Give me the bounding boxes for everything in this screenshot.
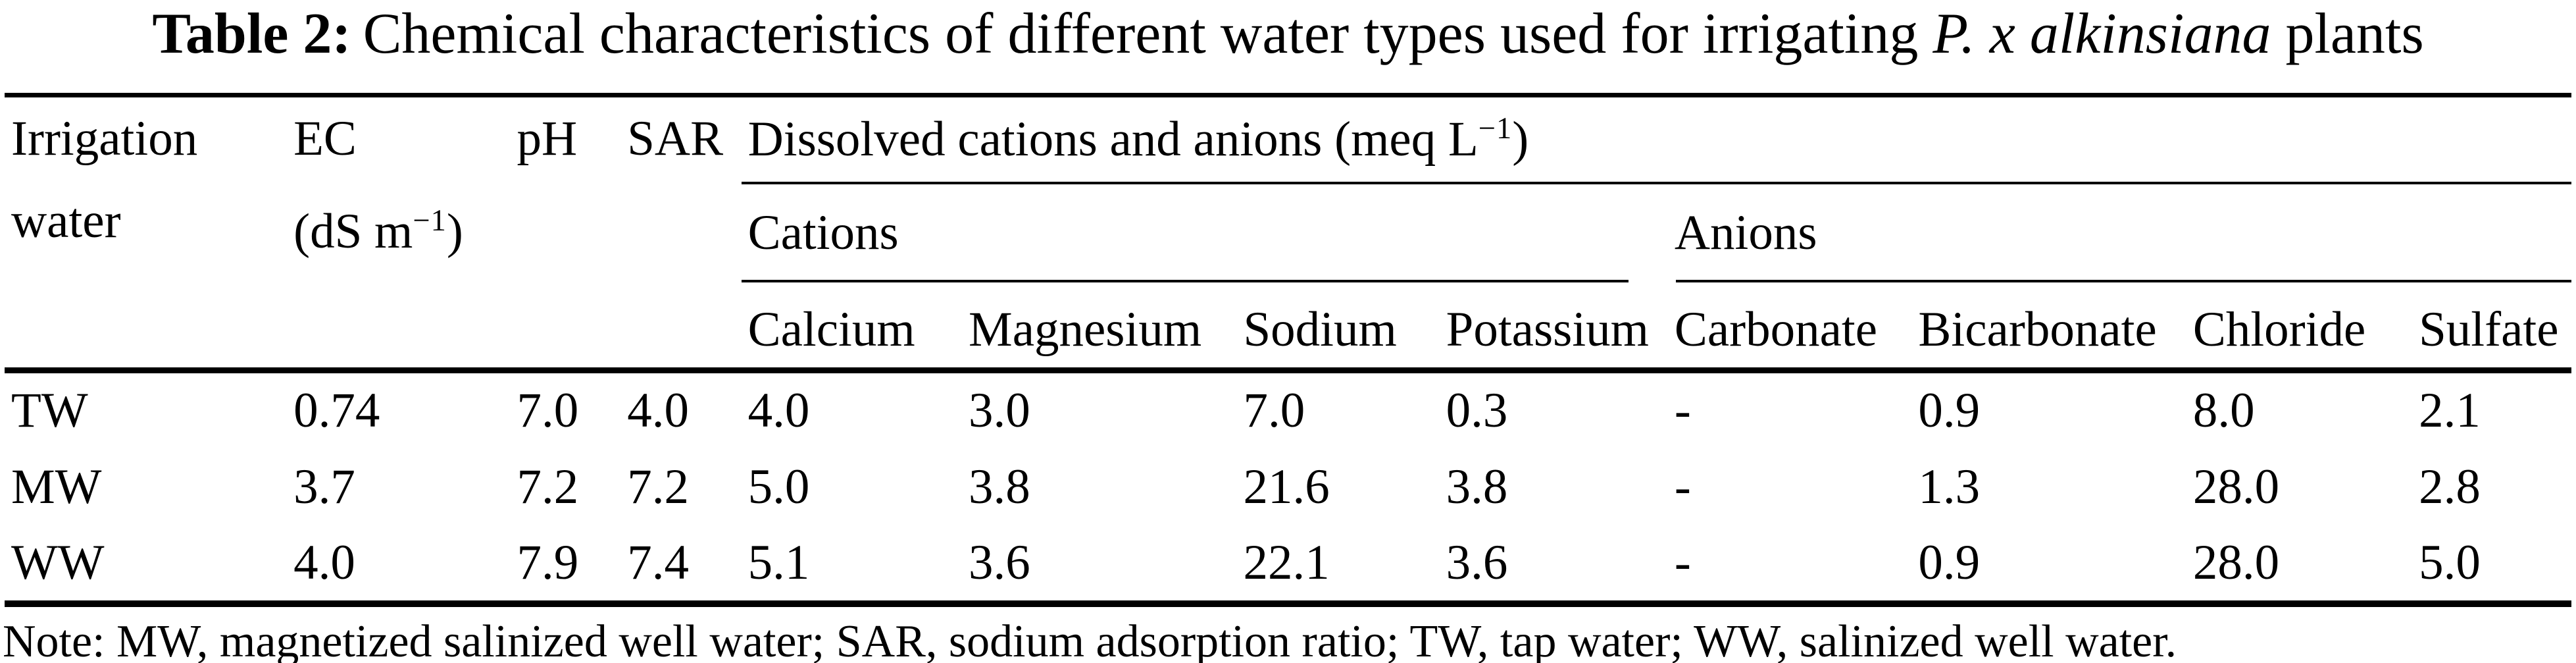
- cell-carbonate: -: [1674, 535, 1691, 590]
- header-ec-symbol: EC: [293, 111, 357, 166]
- cell-potassium: 0.3: [1446, 383, 1508, 438]
- cell-calcium: 4.0: [747, 383, 810, 438]
- cell-sar: 7.4: [627, 535, 689, 590]
- table-caption-suffix: plants: [2285, 2, 2424, 66]
- cell-sulfate: 2.1: [2419, 383, 2481, 438]
- header-ec-unit: (dS m−1): [293, 204, 463, 259]
- header-ph: pH: [517, 111, 578, 166]
- cell-chloride: 28.0: [2192, 535, 2280, 590]
- cell-potassium: 3.8: [1446, 459, 1508, 514]
- cell-sodium: 21.6: [1243, 459, 1330, 514]
- table-body: TW 0.74 7.0 4.0 4.0 3.0 7.0 0.3 - 0.9 8.…: [5, 371, 2571, 604]
- table-caption: Table 2: Chemical characteristics of diff…: [0, 0, 2576, 93]
- cell-bicarbonate: 0.9: [1918, 535, 1981, 590]
- cell-sulfate: 5.0: [2419, 535, 2481, 590]
- cell-ec: 3.7: [293, 459, 355, 514]
- header-cations-group: Cations: [741, 182, 1668, 282]
- table-header: Irrigation water EC (dS m−1) pH SAR Diss…: [5, 95, 2571, 371]
- header-ec: EC (dS m−1): [287, 95, 510, 371]
- cell-sodium: 7.0: [1243, 383, 1305, 438]
- cell-magnesium: 3.8: [969, 459, 1030, 514]
- cell-sar: 7.2: [627, 459, 689, 514]
- header-irrigation-water: Irrigation water: [5, 95, 287, 371]
- cell-water-type: TW: [11, 383, 88, 438]
- cell-carbonate: -: [1674, 383, 1691, 438]
- cell-ph: 7.0: [517, 383, 579, 438]
- header-irrigation-line1: Irrigation: [11, 111, 198, 166]
- cell-potassium: 3.6: [1446, 535, 1508, 590]
- cell-ph: 7.9: [517, 535, 579, 590]
- cell-ec: 0.74: [293, 383, 380, 438]
- cell-bicarbonate: 1.3: [1918, 459, 1981, 514]
- table-caption-species: P. x alkinsiana: [1932, 2, 2271, 66]
- cell-bicarbonate: 0.9: [1918, 383, 1981, 438]
- header-sodium: Sodium: [1243, 302, 1397, 357]
- header-bicarbonate: Bicarbonate: [1918, 302, 2157, 357]
- header-anions-group: Anions: [1667, 182, 2571, 282]
- table-caption-label: Table 2:: [152, 2, 351, 66]
- cell-ph: 7.2: [517, 459, 579, 514]
- cell-calcium: 5.0: [747, 459, 810, 514]
- cell-carbonate: -: [1674, 459, 1691, 514]
- header-sulfate: Sulfate: [2419, 302, 2559, 357]
- cell-magnesium: 3.6: [969, 535, 1030, 590]
- header-potassium: Potassium: [1446, 302, 1650, 357]
- cell-chloride: 8.0: [2192, 383, 2255, 438]
- table-note: Note: MW, magnetized salinized well wate…: [3, 616, 2177, 663]
- cell-water-type: WW: [11, 535, 105, 590]
- header-carbonate: Carbonate: [1674, 302, 1878, 357]
- header-chloride: Chloride: [2192, 302, 2366, 357]
- header-calcium: Calcium: [747, 302, 915, 357]
- header-ec-unit-exponent: −1: [413, 204, 447, 238]
- header-magnesium: Magnesium: [969, 302, 1202, 357]
- cell-calcium: 5.1: [747, 535, 810, 590]
- table-caption-text: Chemical characteristics of different wa…: [363, 2, 1919, 66]
- cell-sar: 4.0: [627, 383, 689, 438]
- table-row-ww: WW 4.0 7.9 7.4 5.1 3.6 22.1 3.6 - 0.9 28…: [5, 526, 2571, 604]
- header-dissolved-ions-group: Dissolved cations and anions (meq L−1): [741, 95, 2571, 184]
- header-dissolved-unit-exponent: −1: [1478, 111, 1513, 146]
- cell-magnesium: 3.0: [969, 383, 1030, 438]
- cell-ec: 4.0: [293, 535, 355, 590]
- table-row-mw: MW 3.7 7.2 7.2 5.0 3.8 21.6 3.8 - 1.3 28…: [5, 448, 2571, 526]
- cell-sodium: 22.1: [1243, 535, 1330, 590]
- header-irrigation-line2: water: [11, 194, 121, 248]
- cell-sulfate: 2.8: [2419, 459, 2481, 514]
- table-row-tw: TW 0.74 7.0 4.0 4.0 3.0 7.0 0.3 - 0.9 8.…: [5, 371, 2571, 448]
- cell-chloride: 28.0: [2192, 459, 2280, 514]
- header-sar: SAR: [627, 111, 724, 166]
- water-chemistry-table: Irrigation water EC (dS m−1) pH SAR Diss…: [5, 93, 2571, 607]
- cell-water-type: MW: [11, 459, 102, 514]
